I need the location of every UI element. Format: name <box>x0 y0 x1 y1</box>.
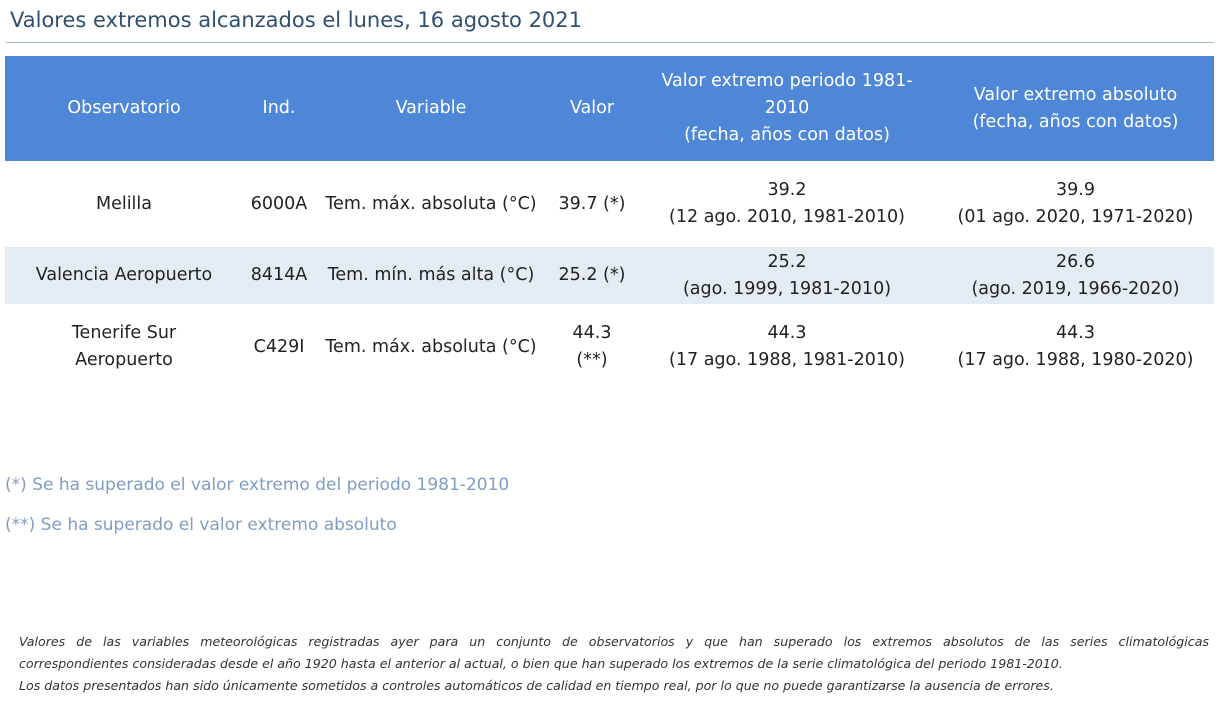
header-observatory: Observatorio <box>5 56 243 161</box>
cell-period-extreme: 39.2 (12 ago. 2010, 1981-2010) <box>637 161 937 247</box>
cell-period-extreme: 44.3 (17 ago. 1988, 1981-2010) <box>637 304 937 390</box>
note-absolute-exceeded: (**) Se ha superado el valor extremo abs… <box>5 515 397 535</box>
cell-variable: Tem. máx. absoluta (°C) <box>315 161 547 247</box>
cell-index: 6000A <box>243 161 315 247</box>
header-index: Ind. <box>243 56 315 161</box>
table-header: Observatorio Ind. Variable Valor Valor e… <box>5 56 1214 161</box>
page-title: Valores extremos alcanzados el lunes, 16… <box>10 8 583 32</box>
table-row: Tenerife Sur Aeropuerto C429I Tem. máx. … <box>5 304 1214 390</box>
cell-absolute-extreme: 44.3 (17 ago. 1988, 1980-2020) <box>937 304 1214 390</box>
absolute-extreme-detail: (01 ago. 2020, 1971-2020) <box>957 207 1194 227</box>
cell-absolute-extreme: 39.9 (01 ago. 2020, 1971-2020) <box>937 161 1214 247</box>
cell-value: 25.2 (*) <box>547 247 637 304</box>
header-period-title: Valor extremo periodo 1981-2010 <box>661 71 913 118</box>
cell-observatory: Tenerife Sur Aeropuerto <box>5 304 243 390</box>
header-absolute-subtitle: (fecha, años con datos) <box>972 111 1179 132</box>
cell-index: C429I <box>243 304 315 390</box>
cell-index: 8414A <box>243 247 315 304</box>
cell-variable: Tem. mín. más alta (°C) <box>315 247 547 304</box>
period-extreme-detail: (ago. 1999, 1981-2010) <box>682 278 892 299</box>
period-extreme-value: 39.2 <box>767 180 807 200</box>
header-period-subtitle: (fecha, años con datos) <box>684 125 890 145</box>
period-extreme-value: 44.3 <box>767 323 807 343</box>
absolute-extreme-value: 26.6 <box>1056 251 1095 272</box>
cell-observatory: Valencia Aeropuerto <box>5 247 243 304</box>
header-absolute-title: Valor extremo absoluto <box>973 84 1178 105</box>
table-row: Valencia Aeropuerto 8414A Tem. mín. más … <box>5 247 1214 304</box>
cell-variable: Tem. máx. absoluta (°C) <box>315 304 547 390</box>
cell-value: 39.7 (*) <box>547 161 637 247</box>
cell-period-extreme: 25.2 (ago. 1999, 1981-2010) <box>637 247 937 304</box>
absolute-extreme-detail: (ago. 2019, 1966-2020) <box>971 278 1180 299</box>
header-row: Observatorio Ind. Variable Valor Valor e… <box>5 56 1214 161</box>
period-extreme-value: 25.2 <box>767 251 807 272</box>
disclaimer-line: Los datos presentados han sido únicament… <box>19 678 1054 693</box>
disclaimer-line: Valores de las variables meteorológicas … <box>19 634 1209 649</box>
header-period-extreme: Valor extremo periodo 1981-2010 (fecha, … <box>637 56 937 161</box>
extremes-table: Observatorio Ind. Variable Valor Valor e… <box>5 56 1214 390</box>
disclaimer: Valores de las variables meteorológicas … <box>19 631 1209 697</box>
header-value: Valor <box>547 56 637 161</box>
cell-value: 44.3 (**) <box>547 304 637 390</box>
period-extreme-detail: (17 ago. 1988, 1981-2010) <box>669 350 905 370</box>
header-variable: Variable <box>315 56 547 161</box>
cell-absolute-extreme: 26.6 (ago. 2019, 1966-2020) <box>937 247 1214 304</box>
period-extreme-detail: (12 ago. 2010, 1981-2010) <box>669 207 905 227</box>
table-body: Melilla 6000A Tem. máx. absoluta (°C) 39… <box>5 161 1214 390</box>
absolute-extreme-value: 44.3 <box>1056 323 1095 343</box>
header-absolute-extreme: Valor extremo absoluto (fecha, años con … <box>937 56 1214 161</box>
note-period-exceeded: (*) Se ha superado el valor extremo del … <box>5 475 510 495</box>
absolute-extreme-value: 39.9 <box>1056 180 1095 200</box>
disclaimer-line: correspondientes consideradas desde el a… <box>19 656 1063 671</box>
table-row: Melilla 6000A Tem. máx. absoluta (°C) 39… <box>5 161 1214 247</box>
absolute-extreme-detail: (17 ago. 1988, 1980-2020) <box>957 350 1194 370</box>
title-bar: Valores extremos alcanzados el lunes, 16… <box>6 4 1214 43</box>
cell-observatory: Melilla <box>5 161 243 247</box>
